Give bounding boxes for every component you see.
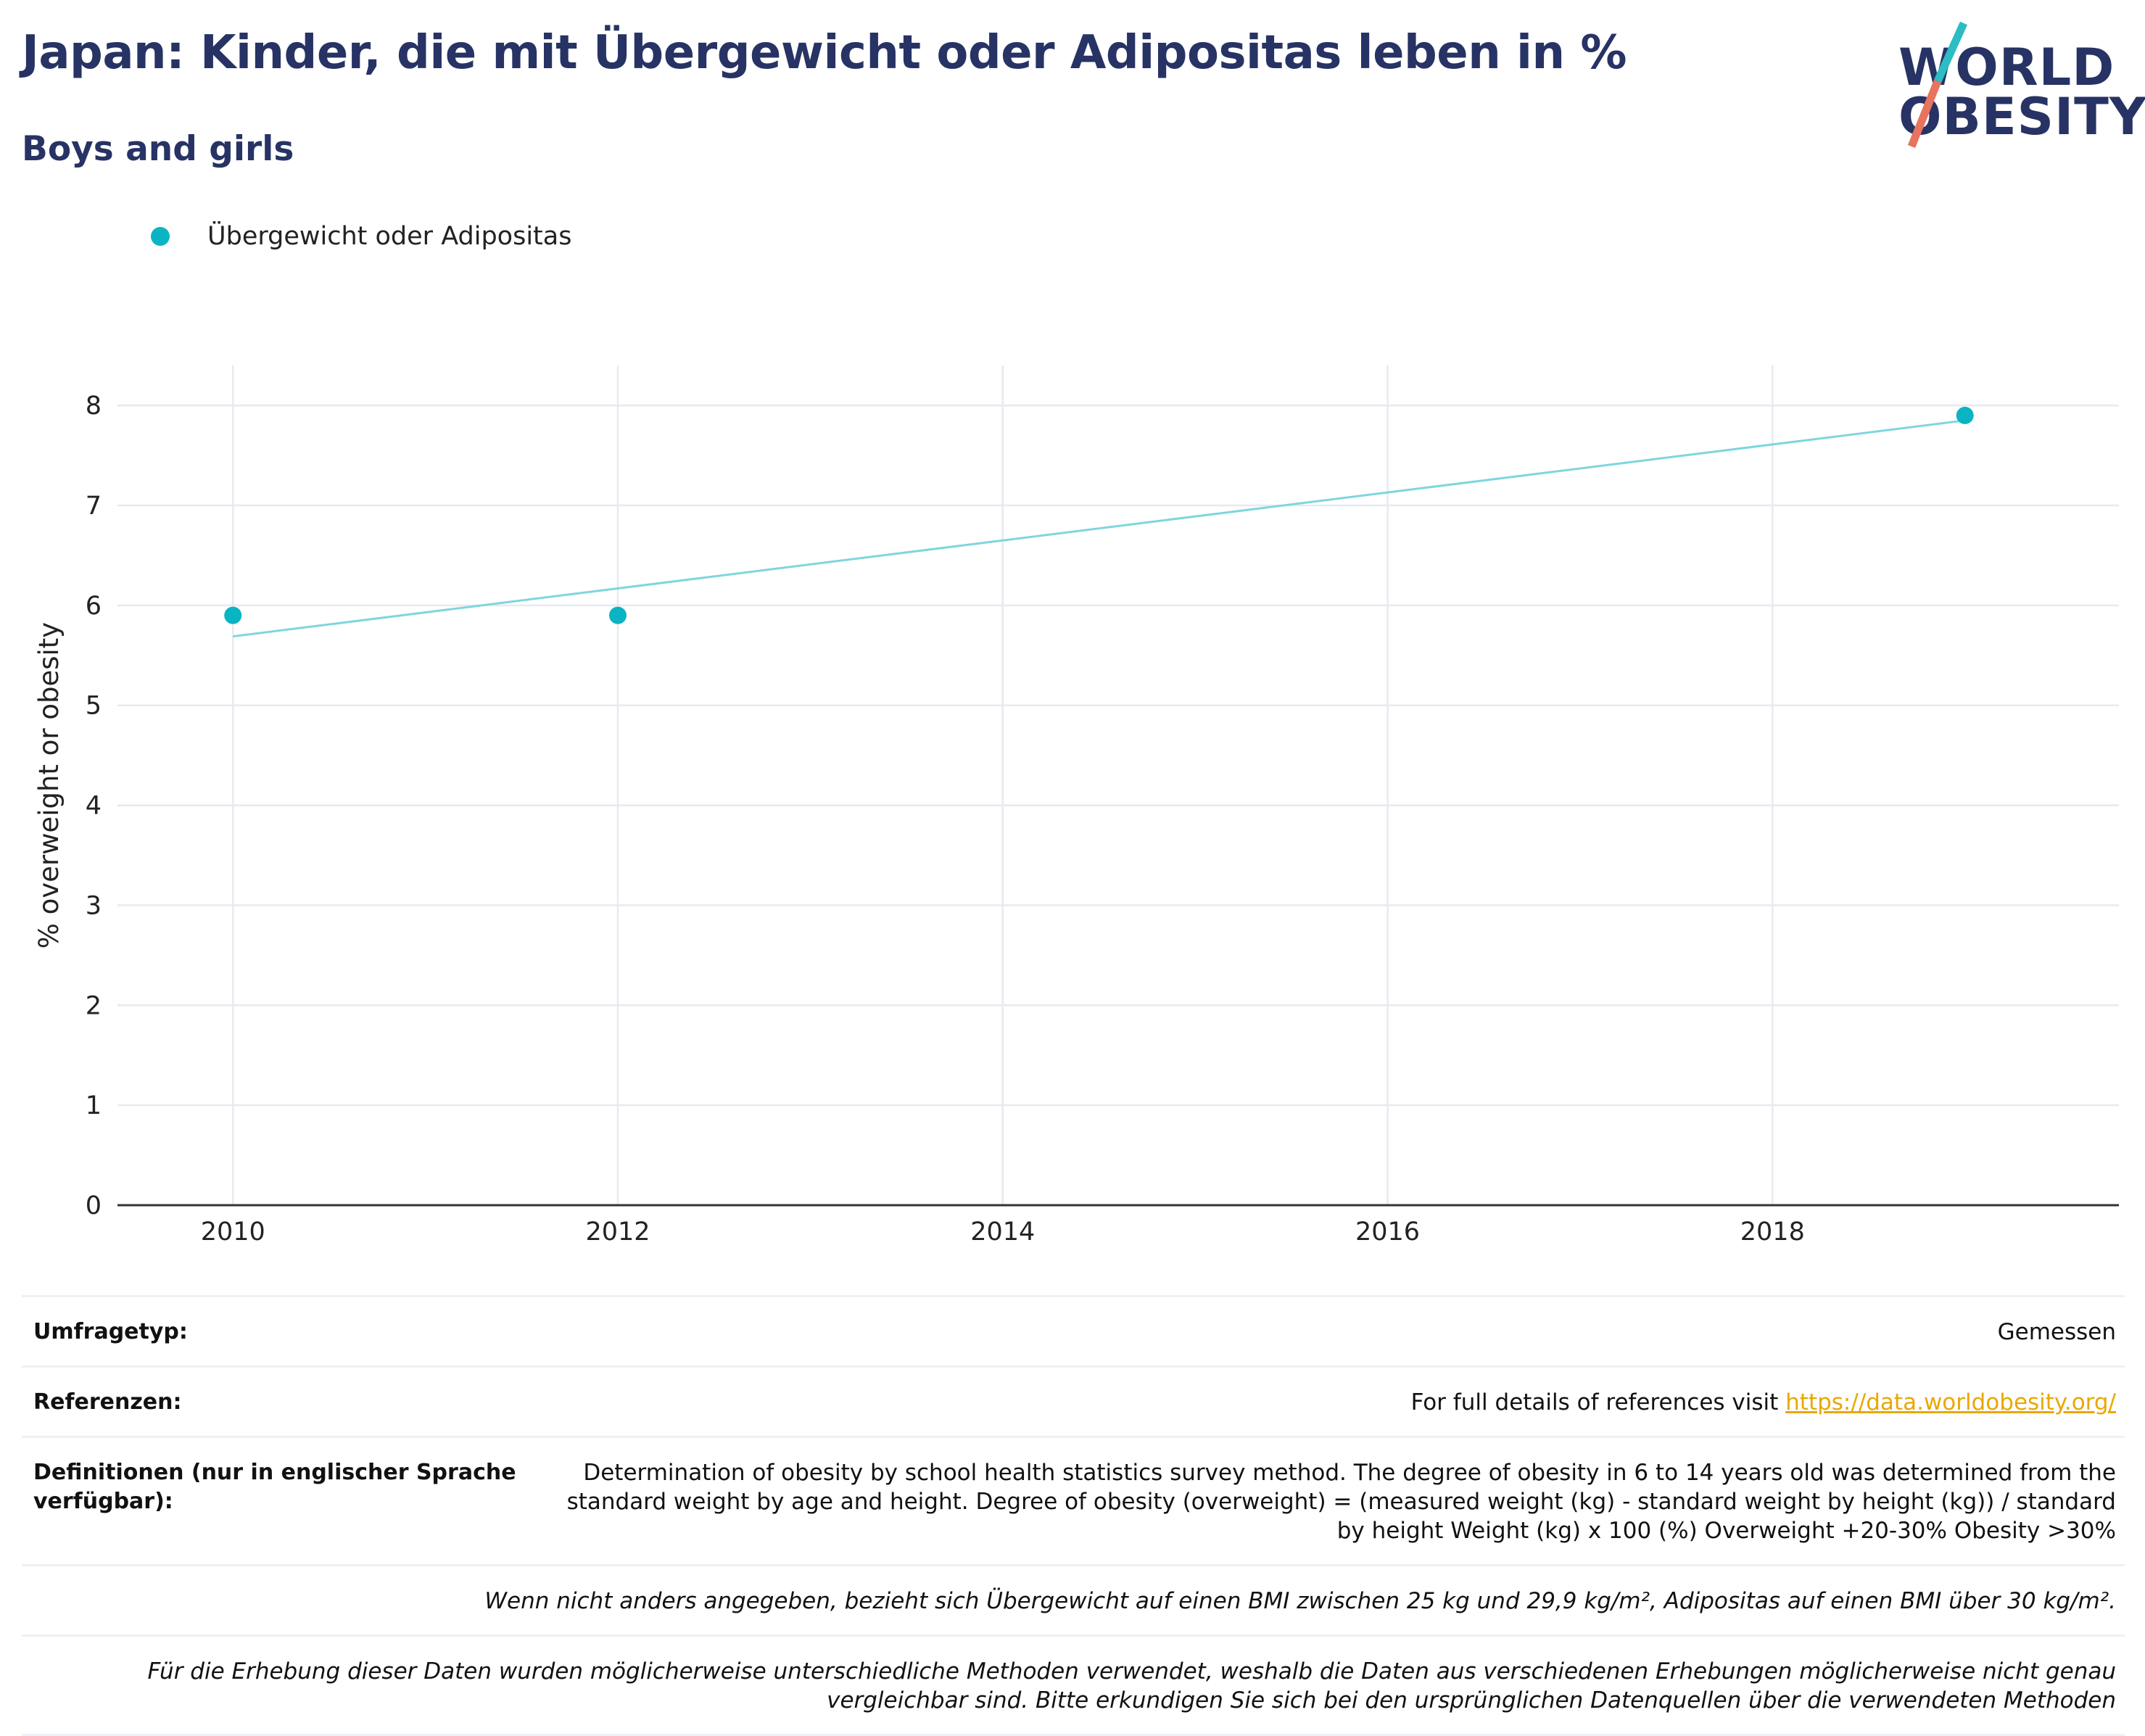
chart-legend[interactable]: Übergewicht oder Adipositas [151, 216, 571, 257]
references-label: Referenzen: [33, 1389, 182, 1415]
trend-line [233, 419, 1965, 638]
y-tick-label: 8 [86, 392, 102, 421]
scatter-chart: 0 1 2 3 4 5 6 7 8 2010 2012 2014 2016 2018 % overweigh… [33, 365, 2119, 1247]
logo-word-obesity: OBESITY [1898, 87, 2145, 146]
x-tick-label: 2010 [201, 1218, 265, 1247]
x-tick-label: 2018 [1740, 1218, 1805, 1247]
legend-label: Übergewicht oder Adipositas [207, 222, 572, 251]
x-tick-label: 2014 [970, 1218, 1035, 1247]
data-point [609, 606, 627, 624]
footer-row-bmi-note: Wenn nicht anders angegeben, bezieht sic… [22, 1564, 2125, 1634]
y-tick-label: 1 [86, 1091, 102, 1120]
page-title: Japan: Kinder, die mit Übergewicht oder … [22, 26, 1627, 80]
x-tick-label: 2016 [1355, 1218, 1420, 1247]
footer-row-methods-note: Für die Erhebung dieser Daten wurden mög… [22, 1634, 2125, 1736]
footer-row-survey: Umfragetyp: Gemessen [22, 1295, 2125, 1365]
y-tick-label: 0 [86, 1191, 102, 1220]
data-point [224, 606, 242, 624]
definitions-text: Determination of obesity by school healt… [566, 1460, 2116, 1544]
page-subtitle: Boys and girls [22, 129, 294, 169]
references-value: For full details of references visit htt… [1411, 1388, 2116, 1417]
survey-type-label: Umfragetyp: [33, 1319, 188, 1344]
footer-row-definitions: Definitionen (nur in englischer Sprache … [22, 1436, 2125, 1564]
survey-type-value: Gemessen [1997, 1319, 2116, 1345]
definitions-label: Definitionen (nur in englischer Sprache … [33, 1460, 516, 1514]
chart-footer: Umfragetyp: Gemessen Referenzen: For ful… [22, 1295, 2125, 1736]
y-tick-label: 5 [86, 692, 102, 721]
bmi-note: Wenn nicht anders angegeben, bezieht sic… [484, 1588, 2116, 1614]
y-tick-label: 4 [86, 792, 102, 821]
footer-row-references: Referenzen: For full details of referenc… [22, 1365, 2125, 1436]
references-link[interactable]: https://data.worldobesity.org/ [1785, 1389, 2116, 1415]
references-text: For full details of references visit [1410, 1389, 1786, 1415]
y-tick-label: 7 [86, 492, 102, 521]
methods-note: Für die Erhebung dieser Daten wurden mög… [147, 1658, 2116, 1714]
x-tick-label: 2012 [585, 1218, 650, 1247]
data-point [1956, 406, 1974, 424]
logo-slash-icon [1907, 22, 1968, 149]
y-tick-label: 6 [86, 592, 102, 621]
y-axis-title: % overweight or obesity [33, 622, 65, 948]
world-obesity-logo[interactable]: WORLD OBESITY [1885, 22, 2145, 152]
y-tick-label: 2 [86, 991, 102, 1020]
y-tick-label: 3 [86, 891, 102, 920]
legend-marker-icon [151, 227, 170, 246]
